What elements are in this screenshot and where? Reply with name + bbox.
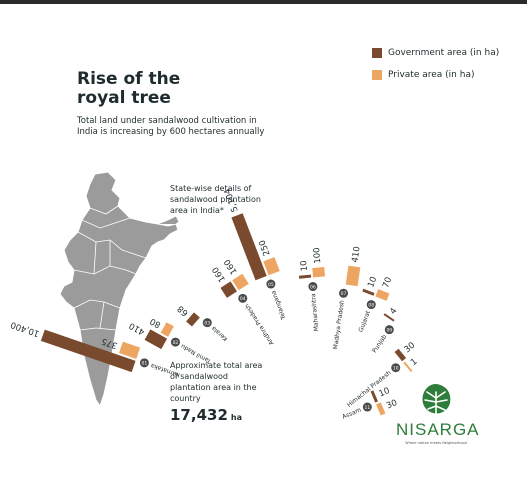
assam-rank: 11: [364, 405, 370, 411]
total-area-label: Approximate total area of sandalwood pla…: [170, 361, 263, 403]
india-map-northeast: [157, 215, 180, 225]
karnataka-rank: 01: [142, 361, 148, 367]
kerala-government-bar: [186, 312, 200, 327]
page-subtitle: Total land under sandalwood cultivation …: [77, 116, 265, 137]
legend-government: Government area (in ha): [372, 48, 499, 58]
maharashtra-label: Maharashtra: [310, 293, 320, 332]
total-area-unit: ha: [230, 413, 242, 422]
tamil-nadu-government-bar: [144, 329, 168, 350]
map-caption: State-wise details of sandalwood plantat…: [170, 184, 261, 215]
kerala-government-value: 68: [176, 303, 191, 318]
brand-tagline: Where nature meets Neighborhood: [405, 441, 467, 445]
himachal-pradesh-government-bar: [394, 348, 407, 362]
gujarat-rank: 08: [368, 302, 374, 308]
andhra-pradesh-government-bar: [220, 281, 238, 298]
telangana-rank: 05: [268, 282, 274, 288]
madhya-pradesh-label: Madhya Pradesh: [332, 300, 346, 350]
legend-government-swatch: [372, 48, 382, 58]
madhya-pradesh-rank-badge: [339, 288, 349, 298]
himachal-pradesh-government-value: 30: [403, 341, 418, 356]
telangana-private-bar: [263, 257, 280, 276]
legend-private-label: Private area (in ha): [388, 70, 475, 80]
assam-rank-badge: [362, 402, 372, 412]
tamil-nadu-rank-badge: [170, 337, 180, 347]
punjab-government-value: 4: [388, 306, 399, 316]
madhya-pradesh-private-value: 410: [350, 246, 362, 263]
punjab-rank-badge: [384, 325, 394, 335]
madhya-pradesh-private-bar: [345, 265, 361, 287]
legend-private: Private area (in ha): [372, 70, 474, 80]
kerala-rank: 03: [204, 320, 210, 326]
nisarga-logo: NISARGA Where nature meets Neighborhood: [396, 382, 480, 445]
brand-name: NISARGA: [396, 420, 480, 439]
monstera-leaf-icon: [422, 384, 451, 415]
gujarat-private-bar: [375, 289, 390, 301]
telangana-rank-badge: [266, 279, 276, 289]
total-area-value: 17,432 ha: [170, 406, 242, 424]
telangana-government-bar: [231, 213, 267, 281]
total-area-number: 17,432: [170, 406, 228, 424]
maharashtra-government-value: 10: [299, 260, 310, 272]
karnataka-government-bar: [40, 329, 136, 373]
andhra-pradesh-label: Andhra Pradesh: [244, 302, 276, 346]
legend-private-swatch: [372, 70, 382, 80]
punjab-label: Punjab: [371, 333, 388, 354]
karnataka-rank-badge: [139, 358, 149, 368]
andhra-pradesh-rank-badge: [238, 293, 248, 303]
maharashtra-private-value: 100: [312, 247, 323, 264]
punjab-government-bar: [383, 313, 395, 322]
title-line-2: royal tree: [77, 88, 171, 108]
punjab-rank: 09: [386, 327, 392, 333]
assam-private-value: 30: [385, 398, 399, 411]
telangana-private-value: 250: [257, 238, 272, 257]
assam-label: Assam: [341, 406, 362, 420]
maharashtra-private-bar: [312, 267, 326, 278]
himachal-pradesh-rank-badge: [391, 363, 401, 373]
himachal-pradesh-rank: 10: [393, 366, 399, 372]
tamil-nadu-government-value: 410: [128, 320, 147, 337]
telangana-government-value: 5,104: [223, 187, 241, 213]
andhra-pradesh-rank: 04: [240, 296, 246, 302]
legend-government-label: Government area (in ha): [388, 48, 500, 58]
tamil-nadu-private-bar: [160, 322, 174, 337]
tamil-nadu-rank: 02: [173, 340, 179, 346]
assam-government-value: 10: [378, 386, 392, 399]
gujarat-government-value: 10: [366, 275, 379, 289]
maharashtra-government-bar: [298, 274, 312, 279]
tamil-nadu-private-value: 80: [148, 316, 162, 330]
page-title: Rise of the royal tree: [77, 70, 180, 108]
kerala-rank-badge: [202, 318, 212, 328]
himachal-pradesh-private-value: 1: [409, 357, 420, 368]
karnataka-private-bar: [118, 341, 141, 359]
top-border: [0, 0, 527, 4]
assam-private-bar: [376, 402, 386, 416]
maharashtra-rank: 06: [310, 284, 316, 290]
maharashtra-rank-badge: [308, 282, 318, 292]
tamil-nadu-label: Tamil Nadu: [180, 342, 213, 365]
karnataka-private-value: 375: [100, 336, 119, 351]
gujarat-government-bar: [362, 288, 375, 296]
gujarat-private-value: 70: [381, 276, 394, 290]
kerala-label: Kerala: [210, 324, 229, 342]
title-line-1: Rise of the: [77, 69, 181, 89]
madhya-pradesh-rank: 07: [341, 291, 347, 297]
assam-government-bar: [370, 390, 378, 403]
karnataka-government-value: 10,400: [9, 319, 40, 338]
telangana-label: Telangana: [270, 289, 288, 321]
andhra-pradesh-private-bar: [232, 273, 249, 291]
andhra-pradesh-private-value: 160: [222, 257, 239, 276]
gujarat-label: Gujarat: [357, 309, 372, 333]
himachal-pradesh-private-bar: [403, 361, 413, 373]
karnataka-label: Karnataka: [150, 362, 181, 379]
gujarat-rank-badge: [366, 300, 376, 310]
